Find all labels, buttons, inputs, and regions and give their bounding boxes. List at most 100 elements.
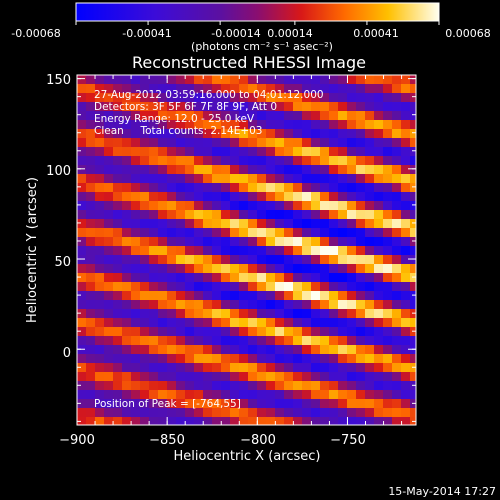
heatmap-cell [365,237,375,247]
heatmap-cell [104,210,114,220]
heatmap-cell [104,138,114,148]
heatmap-cell [320,219,330,229]
heatmap-cell [131,93,141,103]
heatmap-cell [374,309,384,319]
heatmap-cell [392,102,402,112]
heatmap-cell [302,129,312,139]
heatmap-cell [410,273,416,283]
heatmap-cell [194,156,204,166]
heatmap-cell [167,192,177,202]
heatmap-cell [86,210,96,220]
heatmap-cell [248,156,258,166]
heatmap-cell [365,201,375,211]
heatmap-cell [320,327,330,337]
heatmap-cell [365,354,375,364]
heatmap-cell [293,363,303,373]
heatmap-cell [257,390,267,400]
heatmap-cell [365,174,375,184]
heatmap-cell [194,120,204,130]
heatmap-cell [392,372,402,382]
heatmap-cell [320,138,330,148]
heatmap-cell [338,111,348,121]
heatmap-cell [365,300,375,310]
heatmap-cell [374,102,384,112]
heatmap-cell [140,273,150,283]
heatmap-cell [302,165,312,175]
heatmap-cell [131,318,141,328]
heatmap-cell [401,111,411,121]
heatmap-cell [266,165,276,175]
heatmap-cell [383,201,393,211]
heatmap-cell [338,102,348,112]
heatmap-cell [401,381,411,391]
heatmap-cell [293,255,303,265]
heatmap-cell [122,174,132,184]
heatmap-cell [95,102,105,112]
heatmap-cell [185,138,195,148]
heatmap-cell [302,381,312,391]
heatmap-cell [284,399,294,409]
heatmap-cell [302,318,312,328]
heatmap-cell [140,210,150,220]
heatmap-cell [194,273,204,283]
heatmap-cell [212,354,222,364]
heatmap-cell [158,390,168,400]
heatmap-cell [149,381,159,391]
heatmap-cell [185,228,195,238]
heatmap-cell [257,102,267,112]
heatmap-cell [95,318,105,328]
y-axis-ticks [77,78,416,422]
heatmap-cell [320,201,330,211]
x-axis-ticks [76,75,403,425]
heatmap-cell [248,372,258,382]
heatmap-cell [176,228,186,238]
heatmap-cell [104,219,114,229]
heatmap-cell [311,354,321,364]
heatmap-cell [320,282,330,292]
heatmap-cell [284,138,294,148]
heatmap-cell [113,183,123,193]
heatmap-cell [77,93,87,103]
heatmap-cell [284,381,294,391]
heatmap-cell [185,417,195,425]
heatmap-cell [194,174,204,184]
heatmap-cell [239,84,249,94]
heatmap-cell [95,129,105,139]
heatmap-cell [221,120,231,130]
heatmap-cell [158,237,168,247]
heatmap-cell [239,363,249,373]
heatmap-cell [158,345,168,355]
heatmap-cell [104,183,114,193]
heatmap-cell [221,282,231,292]
heatmap-cell [401,282,411,292]
heatmap-cell [86,282,96,292]
heatmap-cell [230,147,240,157]
heatmap-cell [131,390,141,400]
heatmap-cell [131,417,141,425]
heatmap-cell [140,336,150,346]
heatmap-cell [275,93,285,103]
heatmap-cell [293,318,303,328]
heatmap-cell [131,237,141,247]
heatmap-cell [320,93,330,103]
heatmap-cell [185,372,195,382]
heatmap-cell [212,309,222,319]
heatmap-cell [158,399,168,409]
heatmap-cell [86,93,96,103]
heatmap-cell [113,102,123,112]
heatmap-cell [221,237,231,247]
heatmap-cell [248,309,258,319]
heatmap-cell [131,309,141,319]
heatmap-cell [392,237,402,247]
heatmap-cell [158,354,168,364]
heatmap-cell [365,147,375,157]
heatmap-cell [113,84,123,94]
heatmap-cell [203,372,213,382]
heatmap-cell [203,147,213,157]
heatmap-cell [248,183,258,193]
heatmap-cell [95,417,105,425]
heatmap-cell [158,84,168,94]
heatmap-cell [347,228,357,238]
heatmap-cell [113,399,123,409]
heatmap-cell [320,390,330,400]
